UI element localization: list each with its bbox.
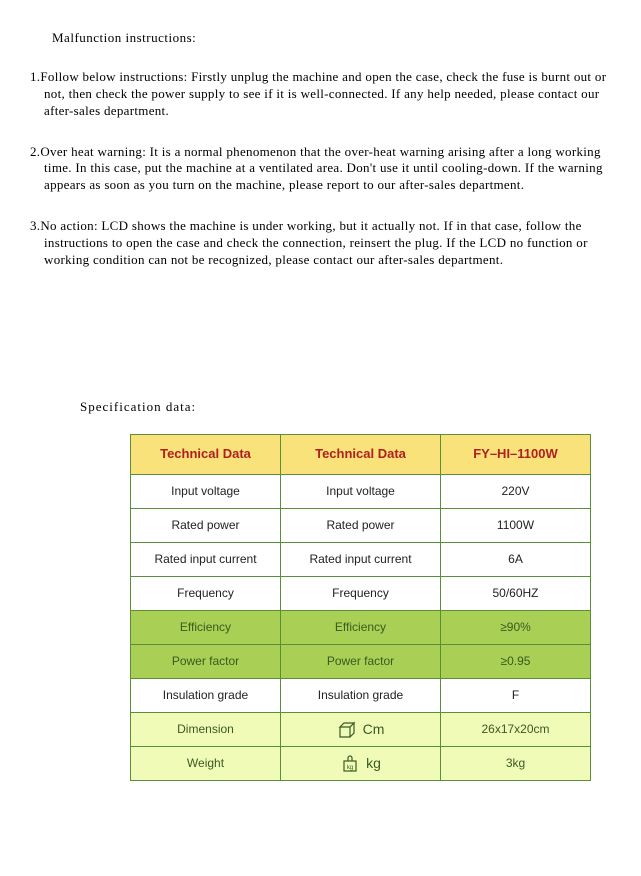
instruction-3: 3.No action: LCD shows the machine is un… (30, 218, 611, 269)
th-0: Technical Data (131, 434, 281, 474)
th-1: Technical Data (281, 434, 441, 474)
table-cell: 3kg (441, 746, 591, 780)
table-cell: F (441, 678, 591, 712)
table-cell: kg (281, 746, 441, 780)
table-cell: Insulation grade (281, 678, 441, 712)
weight-icon (340, 753, 360, 773)
table-cell: Input voltage (131, 474, 281, 508)
table-row: Dimension Cm 26x17x20cm (131, 712, 591, 746)
table-cell: Efficiency (281, 610, 441, 644)
table-cell: Weight (131, 746, 281, 780)
table-cell: 6A (441, 542, 591, 576)
unit-label: Cm (363, 721, 385, 737)
instruction-2-text: Over heat warning: It is a normal phenom… (40, 144, 602, 193)
table-cell: 26x17x20cm (441, 712, 591, 746)
table-cell: Input voltage (281, 474, 441, 508)
table-cell: 50/60HZ (441, 576, 591, 610)
table-cell: 1100W (441, 508, 591, 542)
table-cell: Rated input current (131, 542, 281, 576)
table-cell: ≥90% (441, 610, 591, 644)
table-cell: Power factor (131, 644, 281, 678)
unit-label: kg (366, 755, 381, 771)
table-row: Rated powerRated power1100W (131, 508, 591, 542)
table-cell: Efficiency (131, 610, 281, 644)
spec-table-head: Technical Data Technical Data FY–HI–1100… (131, 434, 591, 474)
table-cell: ≥0.95 (441, 644, 591, 678)
spec-table-body: Input voltageInput voltage220VRated powe… (131, 474, 591, 780)
table-row: Input voltageInput voltage220V (131, 474, 591, 508)
table-cell: Frequency (131, 576, 281, 610)
instruction-3-text: No action: LCD shows the machine is unde… (40, 218, 587, 267)
table-row: Insulation gradeInsulation gradeF (131, 678, 591, 712)
table-row: Weight kg 3kg (131, 746, 591, 780)
table-cell: Frequency (281, 576, 441, 610)
instruction-1-text: Follow below instructions: Firstly unplu… (40, 69, 606, 118)
table-row: Rated input currentRated input current6A (131, 542, 591, 576)
table-row: Power factorPower factor≥0.95 (131, 644, 591, 678)
instruction-2: 2.Over heat warning: It is a normal phen… (30, 144, 611, 195)
table-cell: Insulation grade (131, 678, 281, 712)
box-icon (337, 719, 357, 739)
instruction-1: 1.Follow below instructions: Firstly unp… (30, 69, 611, 120)
th-2: FY–HI–1100W (441, 434, 591, 474)
table-cell: Rated power (131, 508, 281, 542)
table-header-row: Technical Data Technical Data FY–HI–1100… (131, 434, 591, 474)
table-cell: Rated input current (281, 542, 441, 576)
spec-heading: Specification data: (80, 399, 611, 416)
table-cell: Cm (281, 712, 441, 746)
table-cell: Dimension (131, 712, 281, 746)
table-cell: Power factor (281, 644, 441, 678)
table-row: EfficiencyEfficiency≥90% (131, 610, 591, 644)
table-cell: Rated power (281, 508, 441, 542)
spec-table: Technical Data Technical Data FY–HI–1100… (130, 434, 591, 781)
table-row: FrequencyFrequency50/60HZ (131, 576, 591, 610)
table-cell: 220V (441, 474, 591, 508)
malfunction-heading: Malfunction instructions: (52, 30, 611, 47)
